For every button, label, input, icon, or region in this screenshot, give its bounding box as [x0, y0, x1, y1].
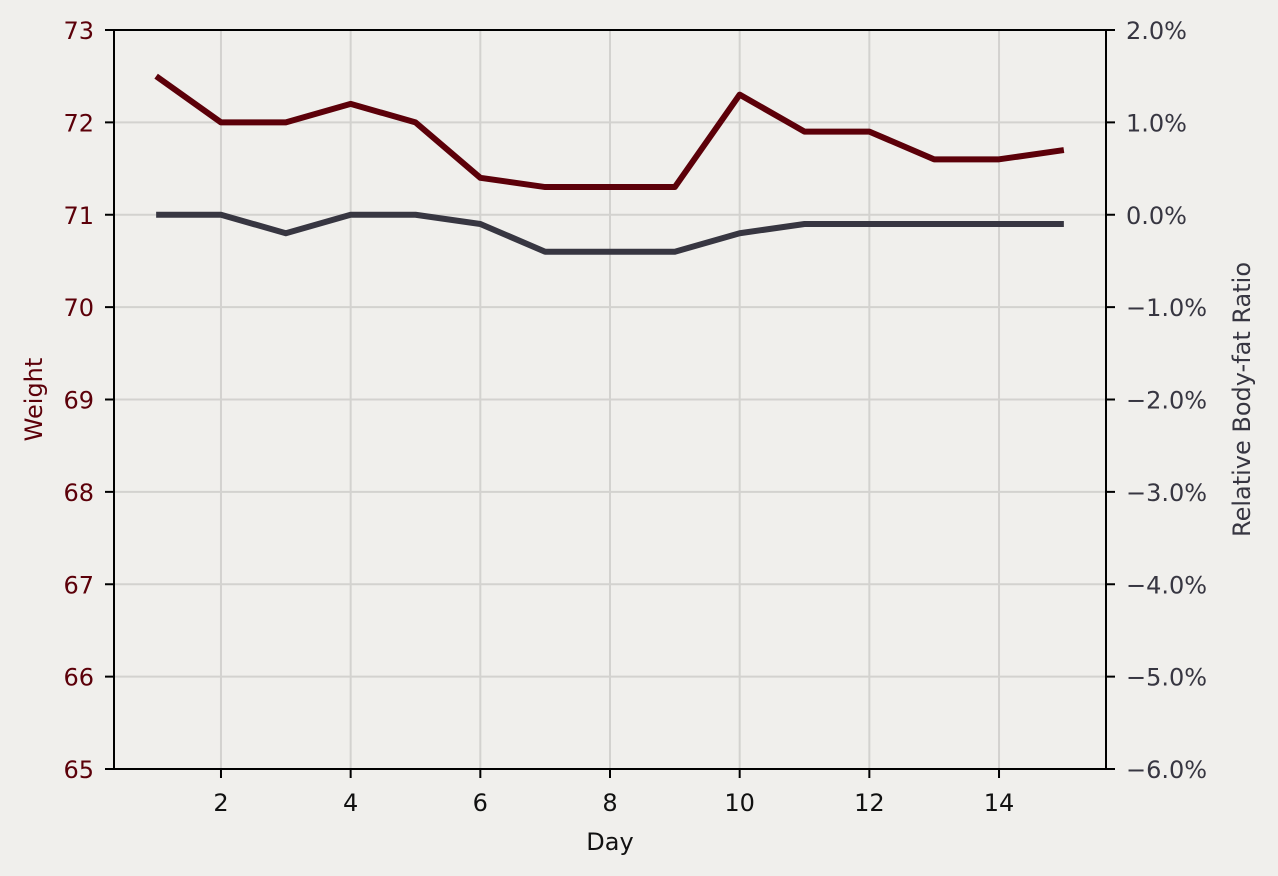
- x-tick-label: 12: [854, 789, 885, 817]
- left-axis-ticks: 65 66 67 68 69 70 71 72 73: [63, 17, 114, 784]
- right-y-axis-label: Relative Body-fat Ratio: [1228, 262, 1256, 537]
- left-tick-label: 73: [63, 17, 94, 45]
- series-lines: [154, 73, 1065, 255]
- x-tick-label: 8: [602, 789, 617, 817]
- right-tick-label: −2.0%: [1126, 387, 1207, 415]
- left-tick-label: 65: [63, 756, 94, 784]
- right-tick-label: −3.0%: [1126, 479, 1207, 507]
- right-tick-label: 0.0%: [1126, 202, 1187, 230]
- left-y-axis-label: Weight: [20, 358, 48, 442]
- right-tick-label: −5.0%: [1126, 664, 1207, 692]
- x-axis-ticks: 2 4 6 8 10 12 14: [213, 769, 1014, 817]
- body-fat-ratio-line: [156, 211, 1064, 255]
- right-tick-label: −4.0%: [1126, 571, 1207, 599]
- left-tick-label: 70: [63, 294, 94, 322]
- left-tick-label: 69: [63, 387, 94, 415]
- right-tick-label: −6.0%: [1126, 756, 1207, 784]
- weight-line: [154, 73, 1065, 191]
- x-tick-label: 4: [343, 789, 358, 817]
- left-tick-label: 66: [63, 664, 94, 692]
- x-tick-label: 10: [724, 789, 755, 817]
- left-tick-label: 71: [63, 202, 94, 230]
- x-tick-label: 2: [213, 789, 228, 817]
- right-axis-ticks: −6.0% −5.0% −4.0% −3.0% −2.0% −1.0% 0.0% 1.0% 2.…: [1106, 17, 1207, 784]
- grid-lines: [114, 29, 1106, 770]
- x-tick-label: 14: [984, 789, 1015, 817]
- left-tick-label: 72: [63, 109, 94, 137]
- left-tick-label: 68: [63, 479, 94, 507]
- right-tick-label: 2.0%: [1126, 17, 1187, 45]
- right-tick-label: −1.0%: [1126, 294, 1207, 322]
- x-tick-label: 6: [473, 789, 488, 817]
- left-tick-label: 67: [63, 571, 94, 599]
- right-tick-label: 1.0%: [1126, 109, 1187, 137]
- x-axis-label: Day: [586, 828, 633, 856]
